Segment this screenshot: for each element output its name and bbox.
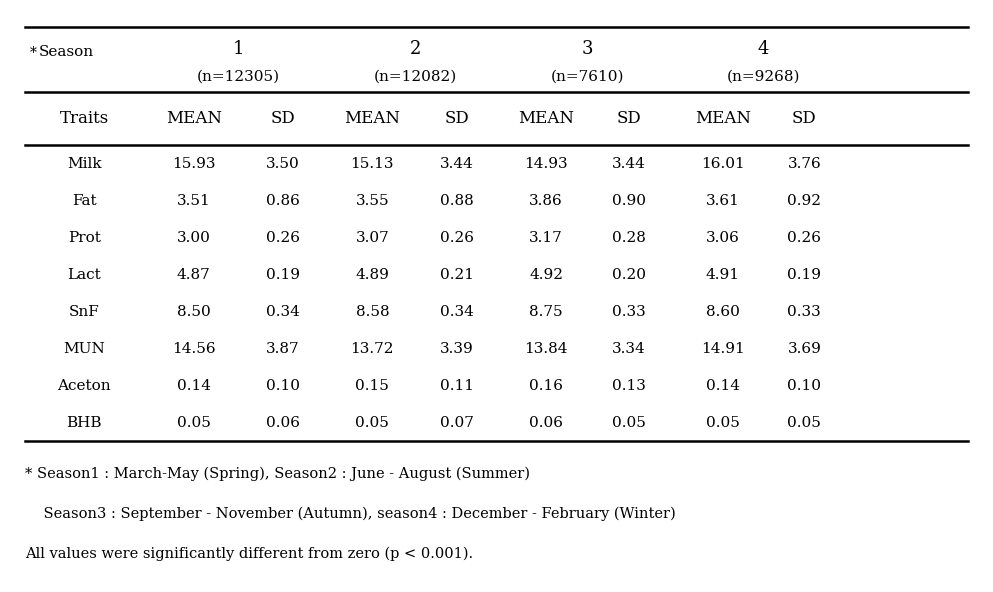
Text: MUN: MUN (64, 342, 105, 356)
Text: 0.13: 0.13 (612, 378, 645, 392)
Text: 4.89: 4.89 (355, 268, 389, 282)
Text: 14.93: 14.93 (524, 156, 568, 170)
Text: MEAN: MEAN (345, 110, 400, 127)
Text: Traits: Traits (60, 110, 109, 127)
Text: 0.28: 0.28 (612, 230, 645, 244)
Text: MEAN: MEAN (518, 110, 574, 127)
Text: (n=12082): (n=12082) (373, 70, 457, 84)
Text: BHB: BHB (67, 416, 102, 430)
Text: 0.26: 0.26 (266, 230, 300, 244)
Text: 8.50: 8.50 (177, 304, 211, 318)
Text: (n=12305): (n=12305) (197, 70, 280, 84)
Text: 0.86: 0.86 (266, 194, 300, 208)
Text: 13.72: 13.72 (351, 342, 394, 356)
Text: All values were significantly different from zero (p < 0.001).: All values were significantly different … (25, 547, 473, 561)
Text: 0.05: 0.05 (706, 416, 740, 430)
Text: 3.61: 3.61 (706, 194, 740, 208)
Text: 0.20: 0.20 (612, 268, 645, 282)
Text: 13.84: 13.84 (524, 342, 568, 356)
Text: 0.05: 0.05 (355, 416, 389, 430)
Text: 0.06: 0.06 (529, 416, 563, 430)
Text: 3.06: 3.06 (706, 230, 740, 244)
Text: MEAN: MEAN (695, 110, 751, 127)
Text: *: * (30, 46, 37, 60)
Text: 0.19: 0.19 (787, 268, 821, 282)
Text: 3.50: 3.50 (266, 156, 300, 170)
Text: 0.19: 0.19 (266, 268, 300, 282)
Text: 4.92: 4.92 (529, 268, 563, 282)
Text: 0.34: 0.34 (266, 304, 300, 318)
Text: 0.33: 0.33 (612, 304, 645, 318)
Text: 4.91: 4.91 (706, 268, 740, 282)
Text: 8.60: 8.60 (706, 304, 740, 318)
Text: 0.10: 0.10 (787, 378, 821, 392)
Text: SnF: SnF (70, 304, 99, 318)
Text: 0.07: 0.07 (440, 416, 474, 430)
Text: 3.00: 3.00 (177, 230, 211, 244)
Text: 3.44: 3.44 (440, 156, 474, 170)
Text: 14.91: 14.91 (701, 342, 745, 356)
Text: 3.55: 3.55 (355, 194, 389, 208)
Text: 2: 2 (409, 40, 421, 58)
Text: Season: Season (39, 45, 94, 59)
Text: 16.01: 16.01 (701, 156, 745, 170)
Text: 3.69: 3.69 (787, 342, 821, 356)
Text: 1: 1 (232, 40, 244, 58)
Text: 0.10: 0.10 (266, 378, 300, 392)
Text: 0.33: 0.33 (787, 304, 821, 318)
Text: 15.93: 15.93 (172, 156, 215, 170)
Text: 3.34: 3.34 (612, 342, 645, 356)
Text: 3.39: 3.39 (440, 342, 474, 356)
Text: 0.88: 0.88 (440, 194, 474, 208)
Text: 14.56: 14.56 (172, 342, 215, 356)
Text: SD: SD (271, 110, 295, 127)
Text: 0.21: 0.21 (440, 268, 474, 282)
Text: Fat: Fat (72, 194, 96, 208)
Text: 0.05: 0.05 (177, 416, 211, 430)
Text: 0.92: 0.92 (787, 194, 821, 208)
Text: 0.34: 0.34 (440, 304, 474, 318)
Text: 4: 4 (758, 40, 770, 58)
Text: 0.06: 0.06 (266, 416, 300, 430)
Text: 0.05: 0.05 (612, 416, 645, 430)
Text: 3.87: 3.87 (266, 342, 300, 356)
Text: (n=9268): (n=9268) (727, 70, 800, 84)
Text: 0.14: 0.14 (177, 378, 211, 392)
Text: 0.26: 0.26 (440, 230, 474, 244)
Text: 8.75: 8.75 (529, 304, 563, 318)
Text: 8.58: 8.58 (355, 304, 389, 318)
Text: 0.11: 0.11 (440, 378, 474, 392)
Text: 3.76: 3.76 (787, 156, 821, 170)
Text: 15.13: 15.13 (351, 156, 394, 170)
Text: Season3 : September - November (Autumn), season4 : December - February (Winter): Season3 : September - November (Autumn),… (25, 507, 675, 521)
Text: 3.17: 3.17 (529, 230, 563, 244)
Text: Prot: Prot (68, 230, 101, 244)
Text: Aceton: Aceton (58, 378, 111, 392)
Text: SD: SD (792, 110, 816, 127)
Text: 3.86: 3.86 (529, 194, 563, 208)
Text: 0.05: 0.05 (787, 416, 821, 430)
Text: 0.16: 0.16 (529, 378, 563, 392)
Text: MEAN: MEAN (166, 110, 221, 127)
Text: Milk: Milk (68, 156, 101, 170)
Text: SD: SD (617, 110, 640, 127)
Text: SD: SD (445, 110, 469, 127)
Text: 3.51: 3.51 (177, 194, 211, 208)
Text: 3.07: 3.07 (355, 230, 389, 244)
Text: 0.26: 0.26 (787, 230, 821, 244)
Text: 4.87: 4.87 (177, 268, 211, 282)
Text: 0.90: 0.90 (612, 194, 645, 208)
Text: (n=7610): (n=7610) (551, 70, 625, 84)
Text: 3.44: 3.44 (612, 156, 645, 170)
Text: * Season1 : March-May (Spring), Season2 : June - August (Summer): * Season1 : March-May (Spring), Season2 … (25, 466, 530, 481)
Text: Lact: Lact (68, 268, 101, 282)
Text: 3: 3 (582, 40, 594, 58)
Text: 0.15: 0.15 (355, 378, 389, 392)
Text: 0.14: 0.14 (706, 378, 740, 392)
